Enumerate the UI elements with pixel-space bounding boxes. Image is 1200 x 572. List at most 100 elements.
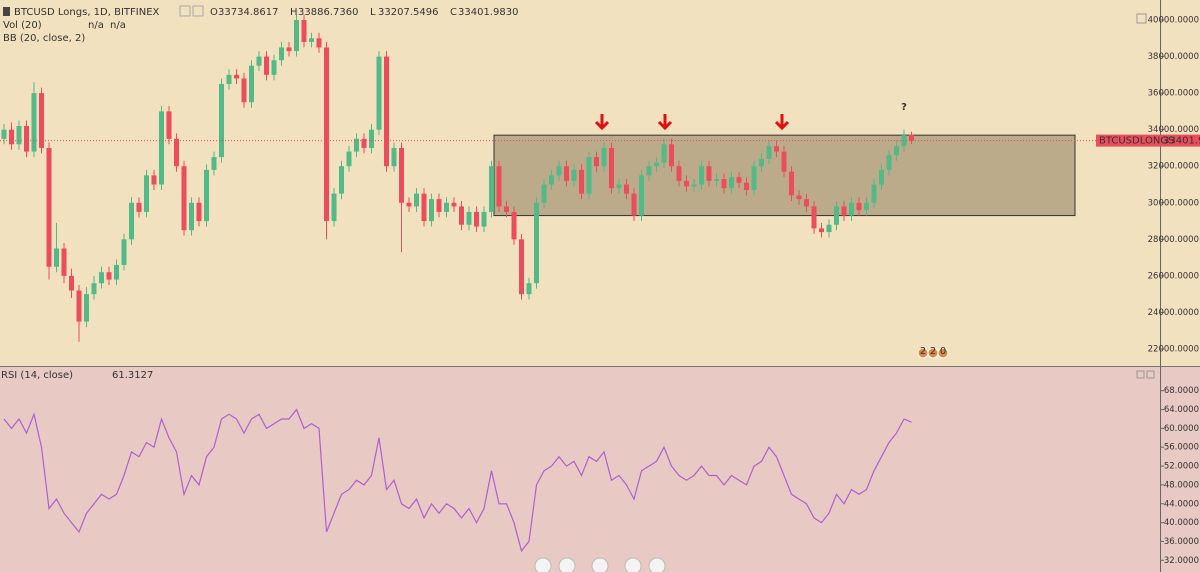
candle-body — [691, 184, 697, 187]
candle-body — [24, 126, 29, 152]
button[interactable] — [1136, 370, 1145, 379]
candle-body — [84, 294, 89, 322]
plot-area — [0, 14, 1160, 342]
scroll-left[interactable] — [624, 557, 642, 572]
symbol: BTCUSD Longs, 1D, BITFINEX — [14, 7, 160, 18]
candle-body — [211, 157, 217, 170]
candle-body — [144, 175, 149, 212]
candle-body — [391, 147, 397, 167]
event-badge-label: 2 — [920, 346, 926, 357]
rsi-title: RSI (14, close) — [1, 370, 73, 381]
candle-body — [444, 202, 449, 212]
price-label-value: 33401.9830 — [1163, 136, 1200, 147]
zoom-in[interactable] — [558, 557, 576, 572]
candle-body — [459, 206, 464, 225]
candle-body — [294, 20, 299, 52]
candle-body — [204, 169, 209, 222]
nav — [534, 557, 666, 572]
ohlc-value: 33886.7360 — [298, 7, 358, 18]
candle-body — [489, 166, 494, 212]
candle-body — [811, 206, 817, 229]
ohlc-key: C — [450, 7, 457, 18]
rsi-tick-label: 48.0000 — [1164, 480, 1199, 490]
candle-body — [586, 157, 592, 194]
rsi-pane — [0, 367, 1200, 572]
candle-body — [369, 129, 374, 148]
price-label-bg — [1096, 134, 1200, 147]
candle-body — [609, 147, 614, 189]
ohlc-value: 33401.9830 — [458, 7, 518, 18]
ohlc-value: 33734.8617 — [218, 7, 278, 18]
candle-body — [639, 175, 644, 216]
candle-body — [136, 202, 142, 212]
candle-body — [886, 155, 892, 170]
candle-body — [714, 179, 719, 181]
y-tick-label: 32000.0000 — [1148, 162, 1199, 172]
button[interactable] — [1136, 13, 1147, 24]
candle-body — [346, 151, 352, 167]
candle-body — [9, 129, 14, 145]
candle-body — [496, 166, 502, 207]
rsi-tick-label: 64.0000 — [1164, 405, 1199, 415]
candle-body — [556, 166, 562, 176]
candle-body — [376, 56, 382, 130]
candle-body — [361, 138, 367, 148]
candle-body — [834, 206, 839, 225]
button[interactable] — [179, 5, 191, 17]
candle-body — [151, 175, 157, 185]
candle-body — [736, 177, 742, 183]
button[interactable] — [192, 5, 204, 17]
candle-body — [571, 169, 577, 181]
candle-body — [286, 47, 292, 52]
candle-body — [759, 158, 764, 167]
rsi-tick-label: 44.0000 — [1164, 499, 1199, 509]
button[interactable] — [1146, 370, 1155, 379]
rsi-tick-label: 60.0000 — [1164, 424, 1199, 434]
arrows — [594, 114, 790, 131]
candle-body — [474, 211, 479, 227]
y-tick-label: 36000.0000 — [1148, 89, 1199, 99]
candle-body — [309, 38, 314, 42]
candle-body — [429, 199, 434, 222]
reset[interactable] — [591, 557, 609, 572]
y-tick-label: 26000.0000 — [1148, 271, 1199, 281]
candle-body — [181, 166, 187, 231]
candle-body — [196, 202, 202, 222]
candle-body — [774, 146, 779, 152]
candle-body — [661, 144, 667, 163]
candle-body — [121, 239, 127, 265]
indicator: BB (20, close, 2) — [3, 33, 85, 44]
candle-body — [519, 239, 524, 295]
candle-body — [174, 138, 179, 167]
candle-body — [301, 20, 307, 42]
candle-body — [226, 74, 232, 84]
candle-body — [909, 134, 914, 141]
candle-body — [646, 166, 652, 176]
event-badge-label: 0 — [940, 346, 946, 357]
event-badge-label: 2 — [930, 346, 936, 357]
candle-body — [331, 193, 337, 222]
candle-body — [564, 166, 569, 181]
candle-body — [406, 202, 412, 207]
candle-body — [654, 162, 659, 167]
candle-body — [39, 93, 44, 148]
candle-body — [466, 211, 472, 225]
candle-body — [676, 166, 682, 181]
candle-body — [451, 202, 457, 207]
candle-body — [249, 65, 254, 103]
candle-body — [721, 179, 727, 189]
candle-body — [421, 193, 427, 222]
candle-body — [481, 211, 487, 227]
rsi-tick-label: 56.0000 — [1164, 443, 1199, 453]
candle-body — [414, 193, 419, 207]
candle-body — [541, 184, 547, 203]
y-tick-label: 28000.0000 — [1148, 235, 1199, 245]
candle-body — [819, 228, 824, 233]
event-badge — [937, 347, 949, 359]
candle-body — [856, 202, 862, 211]
candle-body — [114, 264, 119, 280]
scroll-right[interactable] — [648, 557, 666, 572]
candle-body — [706, 166, 712, 181]
zoom-out[interactable] — [534, 557, 552, 572]
candle-body — [1, 129, 7, 139]
